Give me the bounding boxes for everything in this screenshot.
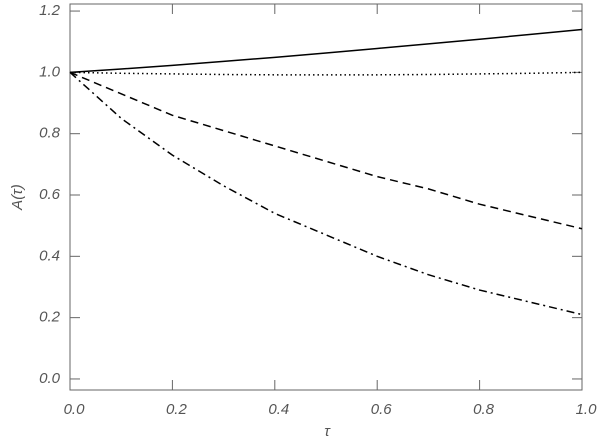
- y-tick-label: 0.4: [39, 247, 60, 264]
- line-dotted: [69, 71, 583, 76]
- y-tick-label: 0.6: [39, 186, 61, 203]
- x-tick-label: 0.2: [166, 401, 188, 418]
- x-tick-label: 0.6: [371, 401, 393, 418]
- y-axis-label: A(τ): [9, 184, 26, 211]
- y-tick-label: 1.0: [39, 63, 61, 80]
- line-dashdot: [69, 71, 583, 316]
- x-tick-label: 0.4: [268, 401, 289, 418]
- x-axis-label: τ: [324, 423, 331, 440]
- y-tick-label: 0.8: [39, 125, 61, 142]
- line-solid: [69, 28, 583, 74]
- y-tick-label: 1.2: [39, 2, 61, 19]
- x-tick-label: 1.0: [576, 401, 598, 418]
- x-tick-label: 0.0: [64, 401, 86, 418]
- plot-frame: [69, 3, 583, 391]
- y-tick-label: 0.0: [39, 370, 61, 387]
- line-dashed: [69, 71, 583, 230]
- x-tick-label: 0.8: [473, 401, 495, 418]
- y-tick-label: 0.2: [39, 309, 61, 326]
